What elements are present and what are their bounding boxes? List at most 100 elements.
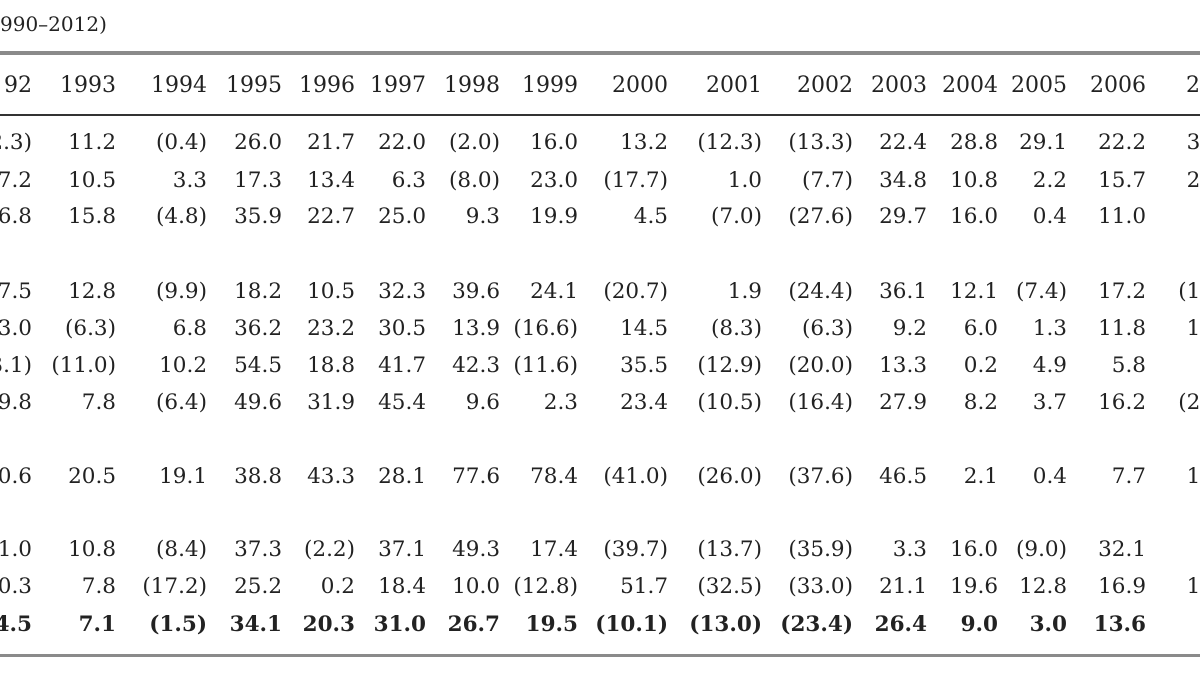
table-cell: (8.3) xyxy=(711,316,762,341)
column-header: 1998 xyxy=(444,73,500,98)
table-cell: 51.7 xyxy=(620,574,668,599)
column-header: 2001 xyxy=(706,73,762,98)
table-cell: 15 xyxy=(1186,574,1200,599)
table-cell: 8.2 xyxy=(963,390,998,415)
table-cell: 22.4 xyxy=(879,130,927,155)
column-header: 1995 xyxy=(226,73,282,98)
table-cell: (17.7) xyxy=(603,168,668,193)
table-cell: 9.8 xyxy=(0,390,32,415)
table-cell: (2.2) xyxy=(304,537,355,562)
table-cell: 24.1 xyxy=(530,279,578,304)
table-cell: (11.0) xyxy=(51,353,116,378)
table-cell: (35.9) xyxy=(788,537,853,562)
table-cell: 2.3 xyxy=(543,390,578,415)
column-header: 1999 xyxy=(522,73,578,98)
table-cell: 17.4 xyxy=(530,537,578,562)
table-cell: 43.3 xyxy=(307,464,355,489)
table-cell: 7.5 xyxy=(0,279,32,304)
table-cell: 41.7 xyxy=(378,353,426,378)
table-cell: 18.2 xyxy=(234,279,282,304)
total-cell: 3.0 xyxy=(1029,612,1067,637)
total-cell: 26.7 xyxy=(447,612,500,637)
table-cell: (4.8) xyxy=(156,204,207,229)
table-cell: 25.0 xyxy=(378,204,426,229)
table-cell: (20.0) xyxy=(788,353,853,378)
table-cell: 0.2 xyxy=(320,574,355,599)
table-cell: 2.3) xyxy=(0,130,32,155)
table-cell: (7.7) xyxy=(802,168,853,193)
table-cell: 3.0 xyxy=(0,316,32,341)
table-cell: 6.8 xyxy=(0,204,32,229)
table-cell: (16.4) xyxy=(788,390,853,415)
total-cell: 31.0 xyxy=(373,612,426,637)
column-header: 20 xyxy=(1186,73,1200,98)
table-cell: 32.1 xyxy=(1098,537,1146,562)
table-cell: 10.5 xyxy=(307,279,355,304)
table-cell: 23.4 xyxy=(620,390,668,415)
table-cell: 13.3 xyxy=(879,353,927,378)
table-cell: 10.0 xyxy=(452,574,500,599)
table-cell: 78.4 xyxy=(530,464,578,489)
table-cell: 1.0 xyxy=(0,537,32,562)
table-cell: 28.1 xyxy=(378,464,426,489)
table-cell: 54.5 xyxy=(234,353,282,378)
total-cell: (10.1) xyxy=(595,612,668,637)
table-cell: 11 xyxy=(1186,316,1200,341)
table-cell: 7.2 xyxy=(0,168,32,193)
table-cell: 20 xyxy=(1186,168,1200,193)
table-cell: 38.8 xyxy=(234,464,282,489)
table-cell: (37.6) xyxy=(788,464,853,489)
table-cell: 29.1 xyxy=(1019,130,1067,155)
table-cell: (20 xyxy=(1178,390,1200,415)
total-cell: 4.5 xyxy=(0,612,32,637)
table-cell: 19.9 xyxy=(530,204,578,229)
table-cell: 0.4 xyxy=(1032,204,1067,229)
table-cell: 14.5 xyxy=(620,316,668,341)
table-cell: 17.3 xyxy=(234,168,282,193)
table-cell: 45.4 xyxy=(378,390,426,415)
table-cell: 19.6 xyxy=(950,574,998,599)
table-cell: 3.7 xyxy=(1032,390,1067,415)
table-cell: 10.5 xyxy=(68,168,116,193)
column-header: 2000 xyxy=(612,73,668,98)
total-cell: (23.4) xyxy=(780,612,853,637)
table-cell: 9.2 xyxy=(892,316,927,341)
table-cell: 15.8 xyxy=(68,204,116,229)
table-cell: (7.0) xyxy=(711,204,762,229)
table-cell: 32 xyxy=(1186,130,1200,155)
table-cell: 9.3 xyxy=(465,204,500,229)
table-cell: 11.2 xyxy=(68,130,116,155)
column-header: 2006 xyxy=(1090,73,1146,98)
table-cell: 31.9 xyxy=(307,390,355,415)
table-cell: (41.0) xyxy=(603,464,668,489)
table-cell: (8.0) xyxy=(449,168,500,193)
table-cell: 27.9 xyxy=(879,390,927,415)
table-cell: (13.7) xyxy=(697,537,762,562)
table-cell: 1.3 xyxy=(1032,316,1067,341)
table-cell: 34.8 xyxy=(879,168,927,193)
table-cell: 15.7 xyxy=(1098,168,1146,193)
table-cell: 6.3 xyxy=(391,168,426,193)
table-cell: (27.6) xyxy=(788,204,853,229)
table-cell: 1.9 xyxy=(727,279,762,304)
table-cell: 16.9 xyxy=(1098,574,1146,599)
table-cell: 0.2 xyxy=(963,353,998,378)
table-cell: (26.0) xyxy=(697,464,762,489)
table-cell: 13.9 xyxy=(452,316,500,341)
table-cell: 77.6 xyxy=(452,464,500,489)
table-cell: 22.0 xyxy=(378,130,426,155)
table-cell: 29.7 xyxy=(879,204,927,229)
table-cell: 21.1 xyxy=(879,574,927,599)
column-header: 1994 xyxy=(151,73,207,98)
table-cell: 6.0 xyxy=(963,316,998,341)
column-header: 92 xyxy=(4,73,32,98)
table-cell: (7.4) xyxy=(1016,279,1067,304)
table-cell: (13.3) xyxy=(788,130,853,155)
table-cell: 12.1 xyxy=(950,279,998,304)
table-cell: 21.7 xyxy=(307,130,355,155)
table-cell: 3.3 xyxy=(172,168,207,193)
table-cell: (32.5) xyxy=(697,574,762,599)
table-cell: (14 xyxy=(1178,279,1200,304)
table-cell: 11.0 xyxy=(1098,204,1146,229)
table-cell: 16.0 xyxy=(950,537,998,562)
